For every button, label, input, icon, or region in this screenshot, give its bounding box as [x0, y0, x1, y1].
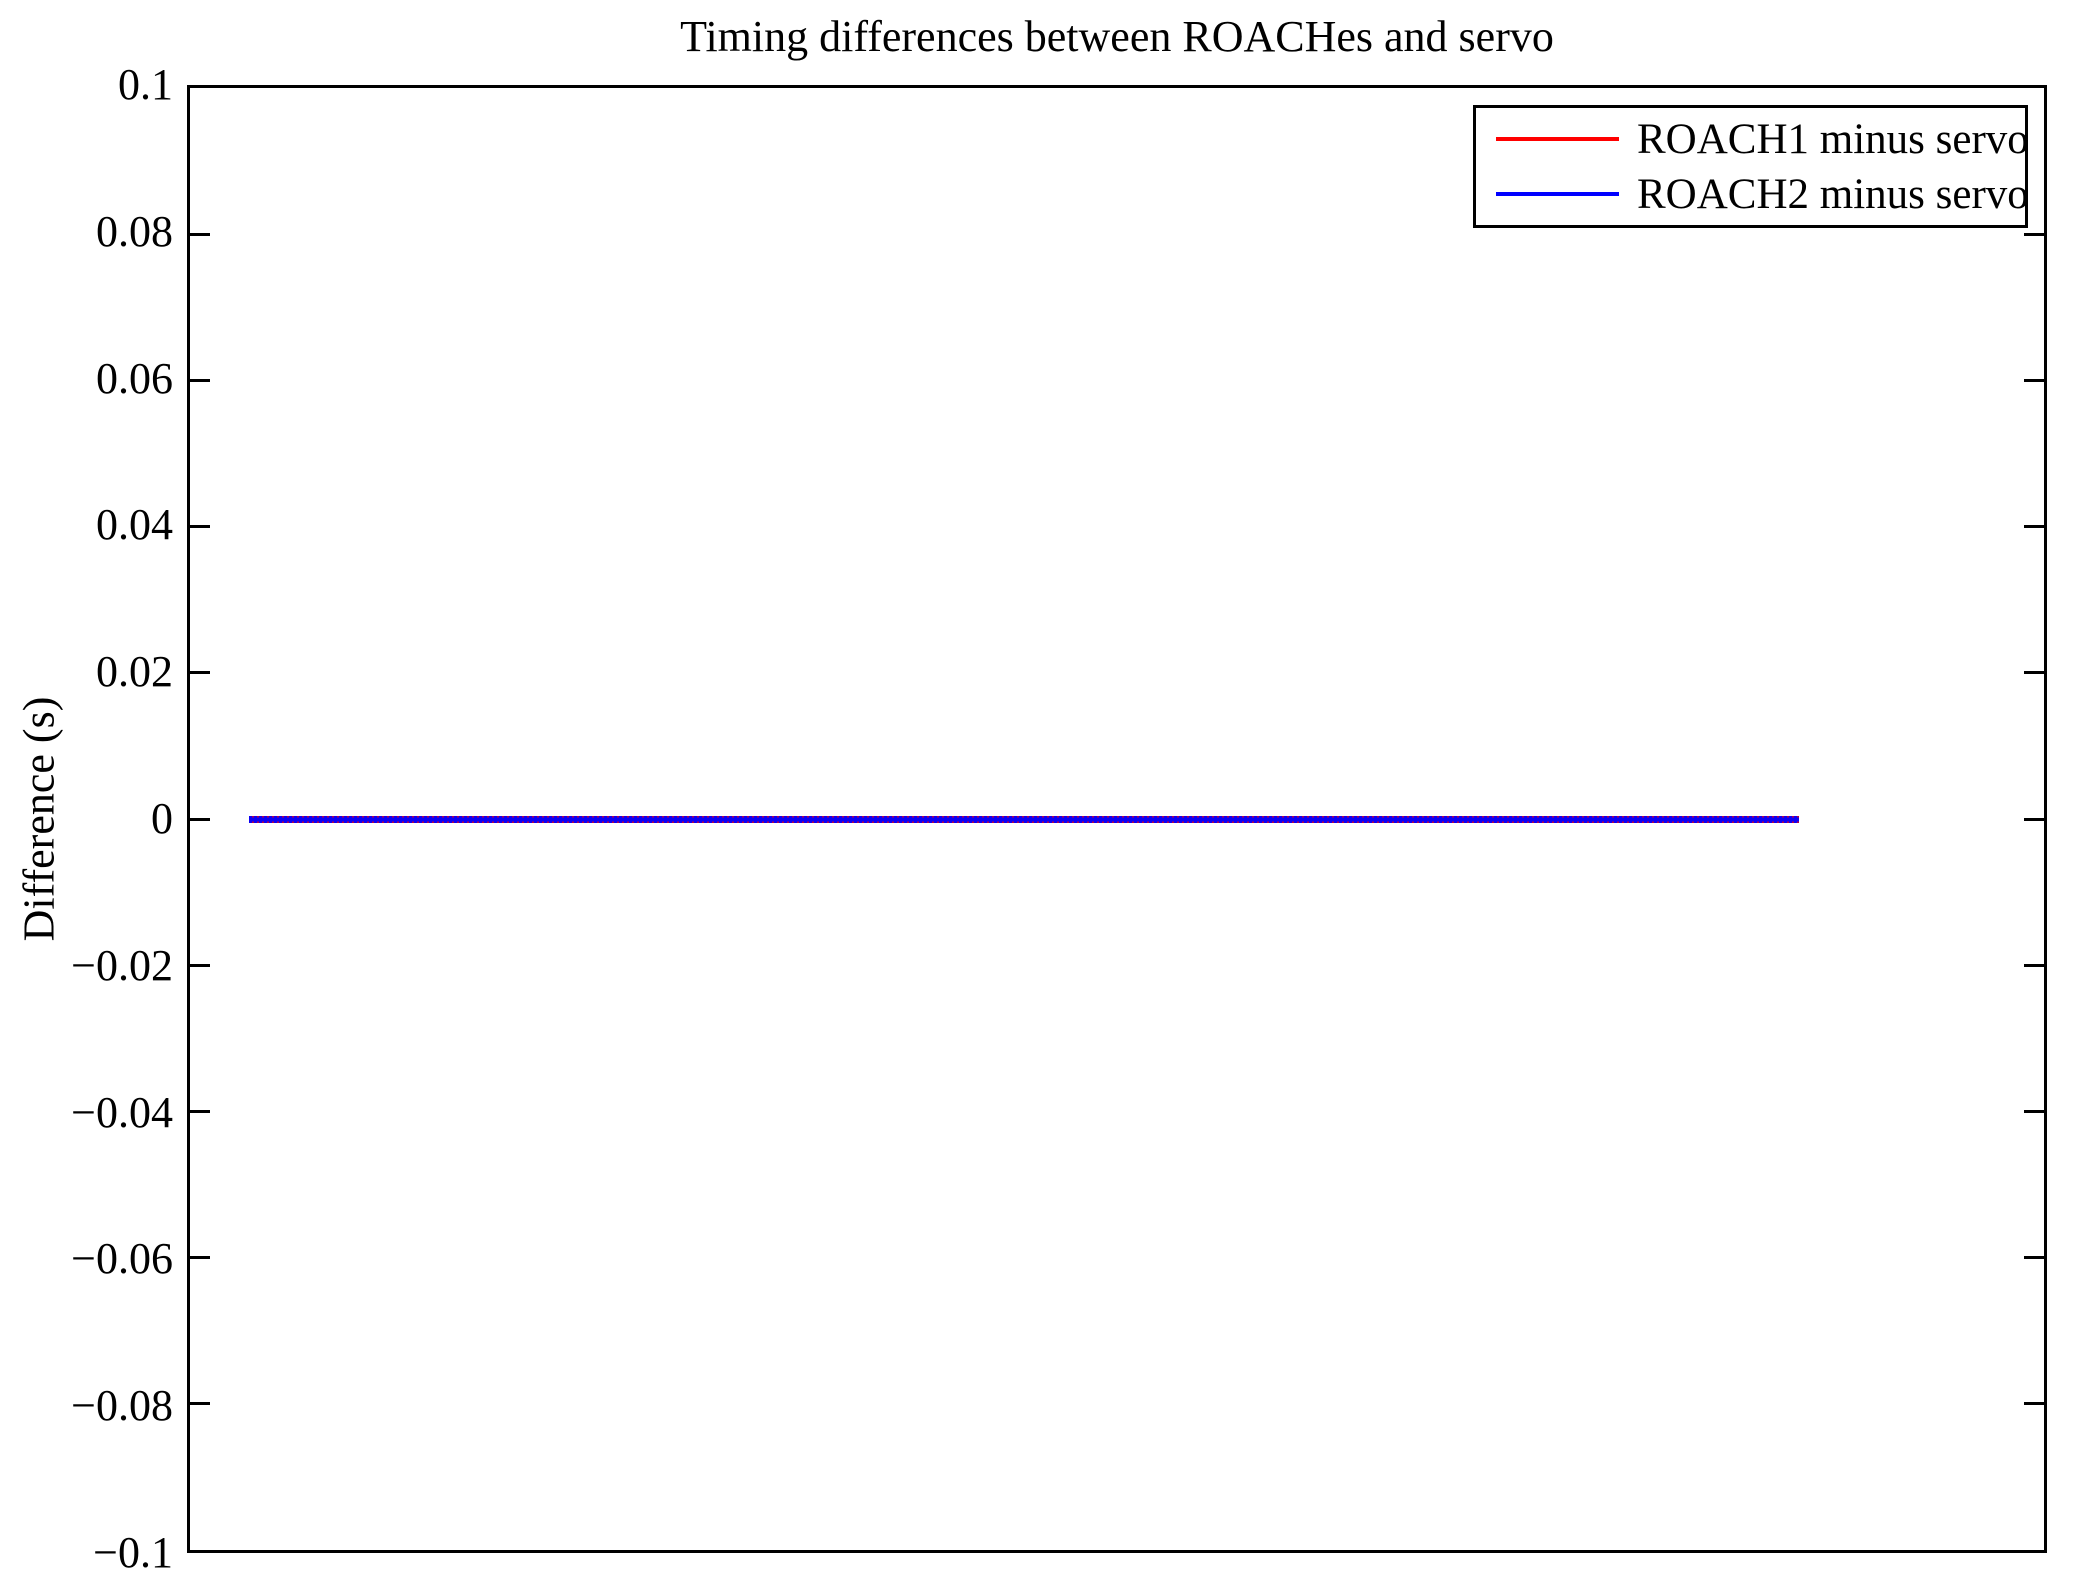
plot-area: [187, 85, 2047, 1553]
legend-line-sample-roach2: [1496, 192, 1619, 196]
y-tick-mark-left: [190, 525, 210, 529]
y-tick-mark-left: [190, 817, 210, 821]
y-tick-mark-left: [190, 1109, 210, 1113]
legend-line-sample-roach1: [1496, 137, 1619, 141]
series-line-roach2-minus-servo: [249, 815, 1800, 823]
y-tick-mark-right: [2024, 817, 2044, 821]
y-tick-label: 0.06: [96, 353, 173, 403]
legend: ROACH1 minus servo ROACH2 minus servo: [1473, 105, 2029, 228]
y-tick-label: 0.1: [118, 60, 173, 109]
y-tick-mark-left: [190, 1256, 210, 1260]
y-tick-label: 0: [151, 794, 173, 843]
y-tick-mark-left: [190, 963, 210, 967]
legend-label-roach1: ROACH1 minus servo: [1637, 115, 2029, 163]
y-tick-label: −0.08: [71, 1381, 173, 1431]
y-tick-mark-right: [2024, 1402, 2044, 1406]
legend-entry-roach2: ROACH2 minus servo: [1496, 167, 2029, 222]
y-tick-mark-left: [190, 378, 210, 382]
legend-label-roach2: ROACH2 minus servo: [1637, 170, 2029, 218]
y-tick-label: 0.08: [96, 206, 173, 256]
y-tick-mark-right: [2024, 1109, 2044, 1113]
y-tick-mark-right: [2024, 525, 2044, 529]
legend-entry-roach1: ROACH1 minus servo: [1496, 112, 2029, 167]
y-tick-mark-right: [2024, 232, 2044, 236]
chart-title: Timing differences between ROACHes and s…: [680, 12, 1554, 61]
y-tick-label: 0.02: [96, 647, 173, 697]
y-tick-mark-right: [2024, 963, 2044, 967]
y-tick-mark-right: [2024, 671, 2044, 675]
y-tick-mark-left: [190, 232, 210, 236]
y-tick-label: −0.04: [71, 1087, 173, 1137]
y-tick-label: −0.1: [93, 1528, 173, 1577]
y-tick-label: 0.04: [96, 500, 173, 550]
y-tick-label: −0.02: [71, 940, 173, 990]
y-tick-mark-left: [190, 1402, 210, 1406]
y-tick-mark-left: [190, 671, 210, 675]
y-tick-label: −0.06: [71, 1234, 173, 1284]
y-tick-mark-right: [2024, 1256, 2044, 1260]
y-tick-mark-right: [2024, 378, 2044, 382]
